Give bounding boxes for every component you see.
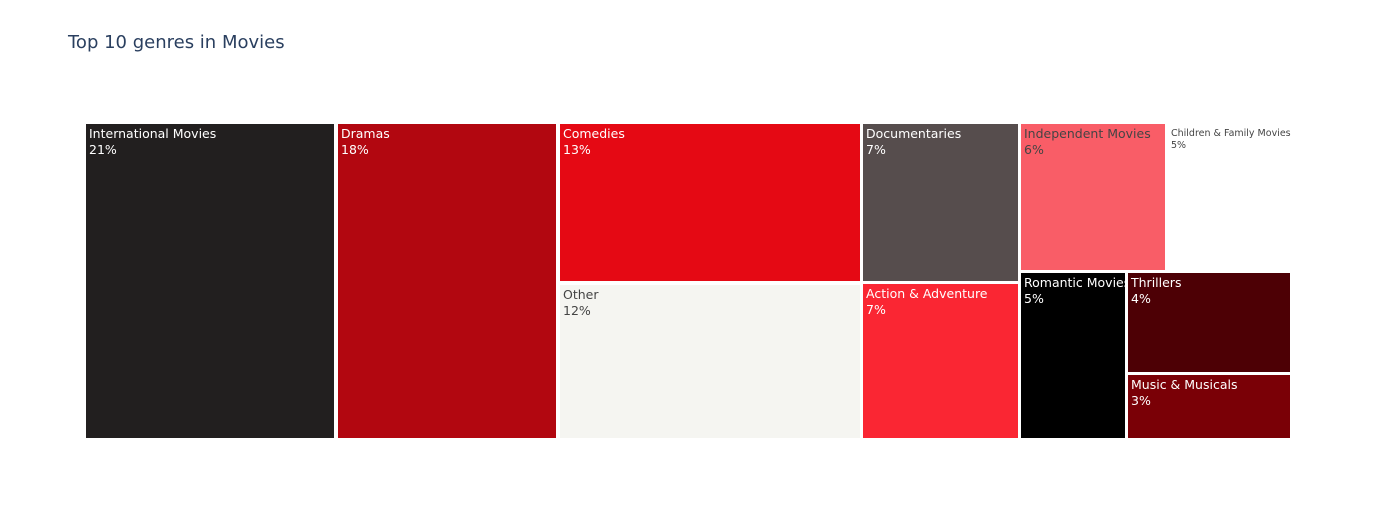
tile-percent-thrillers: 4% — [1131, 291, 1151, 306]
tile-label-children-and-family-movies: Children & Family Movies — [1171, 128, 1291, 139]
tile-rect-romantic-movies[interactable] — [1021, 273, 1125, 438]
tile-percent-international-movies: 21% — [89, 142, 117, 157]
tile-rect-other[interactable] — [560, 285, 860, 438]
tile-label-comedies: Comedies — [563, 126, 625, 141]
tile-rect-international-movies[interactable] — [86, 124, 334, 438]
tile-rect-action-and-adventure[interactable] — [863, 284, 1018, 438]
tile-label-thrillers: Thrillers — [1130, 275, 1181, 290]
tile-label-romantic-movies: Romantic Movies — [1024, 275, 1130, 290]
chart-title: Top 10 genres in Movies — [68, 32, 285, 53]
tile-label-documentaries: Documentaries — [866, 126, 961, 141]
tile-label-action-and-adventure: Action & Adventure — [866, 286, 988, 301]
tile-rect-comedies[interactable] — [560, 124, 860, 281]
tile-percent-documentaries: 7% — [866, 142, 886, 157]
tile-percent-dramas: 18% — [341, 142, 369, 157]
tile-rect-independent-movies[interactable] — [1021, 124, 1165, 270]
tile-rect-documentaries[interactable] — [863, 124, 1018, 281]
tile-percent-action-and-adventure: 7% — [866, 302, 886, 317]
tile-percent-children-and-family-movies: 5% — [1171, 140, 1186, 151]
tile-percent-independent-movies: 6% — [1024, 142, 1044, 157]
tile-label-dramas: Dramas — [341, 126, 390, 141]
tile-rect-music-and-musicals[interactable] — [1128, 375, 1290, 438]
tile-label-independent-movies: Independent Movies — [1024, 126, 1151, 141]
tile-percent-comedies: 13% — [563, 142, 591, 157]
tile-label-international-movies: International Movies — [89, 126, 216, 141]
tile-label-music-and-musicals: Music & Musicals — [1131, 377, 1237, 392]
tile-percent-romantic-movies: 5% — [1024, 291, 1044, 306]
tile-rect-children-and-family-movies[interactable] — [1168, 124, 1290, 270]
tile-label-other: Other — [563, 287, 599, 302]
tile-rect-dramas[interactable] — [338, 124, 556, 438]
tile-percent-other: 12% — [563, 303, 591, 318]
tile-percent-music-and-musicals: 3% — [1131, 393, 1151, 408]
tile-rect-thrillers[interactable] — [1128, 273, 1290, 372]
